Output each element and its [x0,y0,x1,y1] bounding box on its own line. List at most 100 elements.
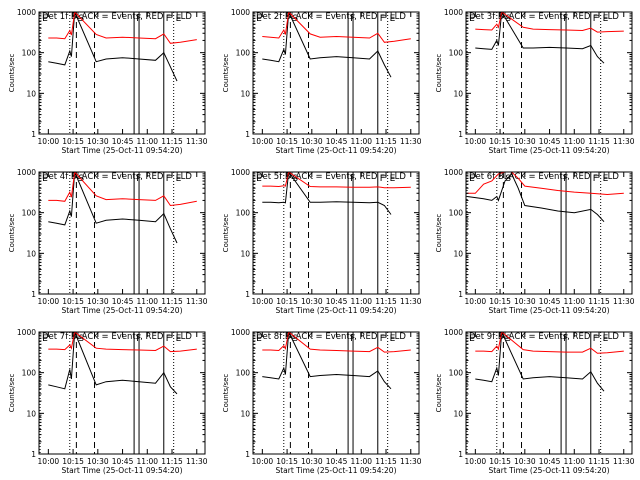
x-tick-label: 10:15 [62,137,84,146]
x-tick-label: 11:00 [350,137,372,146]
y-axis-label: Counts/sec [222,214,230,253]
x-tick-label: 10:00 [252,457,274,466]
marker-label: F [593,14,598,24]
y-tick-label: 100 [449,49,464,58]
marker-label: E [256,334,262,344]
y-tick-label: 1 [458,290,463,299]
y-tick-label: 1 [31,290,36,299]
marker-label: F [380,334,385,344]
marker-label: S [505,14,511,24]
x-tick-label: 11:00 [563,137,585,146]
panel-title: Det 2f BLACK = Events, RED = LLD [256,12,406,22]
marker-label: F [380,174,385,184]
x-axis-label: Start Time (25-Oct-11 09:54:20) [61,146,182,155]
marker-label: F [166,334,171,344]
marker-label: E [390,334,396,344]
y-axis-label: Counts/sec [435,214,443,253]
chart-panel-2: Det 2f BLACK = Events, RED = LLDESFFE110… [222,8,422,155]
marker-label: F [166,174,171,184]
x-tick-label: 10:00 [252,137,274,146]
y-tick-label: 100 [22,209,37,218]
x-tick-label: 10:30 [301,137,323,146]
panel-title: Det 9f BLACK = Events, RED = LLD [469,332,619,342]
x-tick-label: 11:30 [186,457,208,466]
marker-label: F [593,334,598,344]
x-tick-label: 11:30 [186,297,208,306]
y-tick-label: 1 [458,130,463,139]
y-axis-label: Counts/sec [435,374,443,413]
x-tick-label: 10:45 [326,297,348,306]
y-tick-label: 1 [245,450,250,459]
y-tick-label: 100 [22,369,37,378]
x-tick-label: 10:45 [112,457,134,466]
y-tick-label: 1000 [231,8,250,17]
x-tick-label: 10:45 [326,137,348,146]
marker-label: E [256,14,262,24]
y-tick-label: 10 [240,409,250,418]
x-tick-label: 11:15 [588,457,610,466]
x-tick-label: 10:45 [539,297,561,306]
y-tick-label: 10 [453,249,463,258]
y-tick-label: 1000 [17,8,36,17]
x-tick-label: 11:15 [161,137,183,146]
x-tick-label: 10:15 [276,457,298,466]
x-tick-label: 10:45 [539,137,561,146]
y-tick-label: 100 [22,49,37,58]
x-tick-label: 10:15 [62,297,84,306]
series-line-lld [48,12,197,44]
x-tick-label: 11:30 [400,457,422,466]
y-tick-label: 100 [236,369,251,378]
y-axis-label: Counts/sec [8,374,16,413]
x-tick-label: 10:00 [38,297,60,306]
x-tick-label: 10:45 [112,297,134,306]
plot-frame [465,171,633,295]
panel-title: Det 1f BLACK = Events, RED = LLD [42,12,192,22]
series-line-lld [48,172,197,207]
y-axis-label: Counts/sec [8,54,16,93]
x-tick-label: 10:45 [539,457,561,466]
panel-title: Det 7f BLACK = Events, RED = LLD [42,332,192,342]
chart-panel-3: Det 3f BLACK = Events, RED = LLDESFFE110… [435,8,635,155]
y-tick-label: 10 [240,89,250,98]
x-tick-label: 11:00 [563,297,585,306]
x-axis-label: Start Time (25-Oct-11 09:54:20) [488,466,609,475]
y-tick-label: 1000 [231,328,250,337]
plot-frame [465,331,633,455]
marker-label: E [42,334,48,344]
x-axis-label: Start Time (25-Oct-11 09:54:20) [61,466,182,475]
y-tick-label: 100 [236,49,251,58]
x-tick-label: 11:15 [375,137,397,146]
chart-panel-9: Det 9f BLACK = Events, RED = LLDESFFE110… [435,328,635,475]
x-tick-label: 11:30 [613,137,635,146]
series-line-events [467,173,605,223]
y-tick-label: 10 [26,249,36,258]
series-line-events [262,12,392,78]
marker-label: E [469,14,475,24]
y-tick-label: 1 [245,290,250,299]
series-line-events [475,12,605,64]
x-axis-label: Start Time (25-Oct-11 09:54:20) [61,306,182,315]
marker-label: F [166,14,171,24]
chart-panel-6: Det 6f BLACK = Events, RED = LLDESFFE110… [435,168,635,315]
y-tick-label: 100 [449,369,464,378]
marker-label: E [603,14,609,24]
y-axis-label: Counts/sec [8,214,16,253]
x-axis-label: Start Time (25-Oct-11 09:54:20) [275,146,396,155]
x-tick-label: 11:30 [400,137,422,146]
x-tick-label: 10:15 [62,457,84,466]
x-tick-label: 11:15 [161,297,183,306]
x-tick-label: 10:15 [489,297,511,306]
y-tick-label: 1000 [17,328,36,337]
x-tick-label: 11:15 [588,297,610,306]
y-axis-label: Counts/sec [222,374,230,413]
marker-label: E [390,174,396,184]
y-tick-label: 1000 [444,328,463,337]
x-tick-label: 11:30 [613,297,635,306]
y-tick-label: 10 [453,409,463,418]
x-tick-label: 10:30 [87,137,109,146]
series-line-lld [262,332,411,353]
y-tick-label: 10 [26,409,36,418]
marker-label: E [390,14,396,24]
marker-label: S [505,174,511,184]
marker-label: S [78,334,84,344]
